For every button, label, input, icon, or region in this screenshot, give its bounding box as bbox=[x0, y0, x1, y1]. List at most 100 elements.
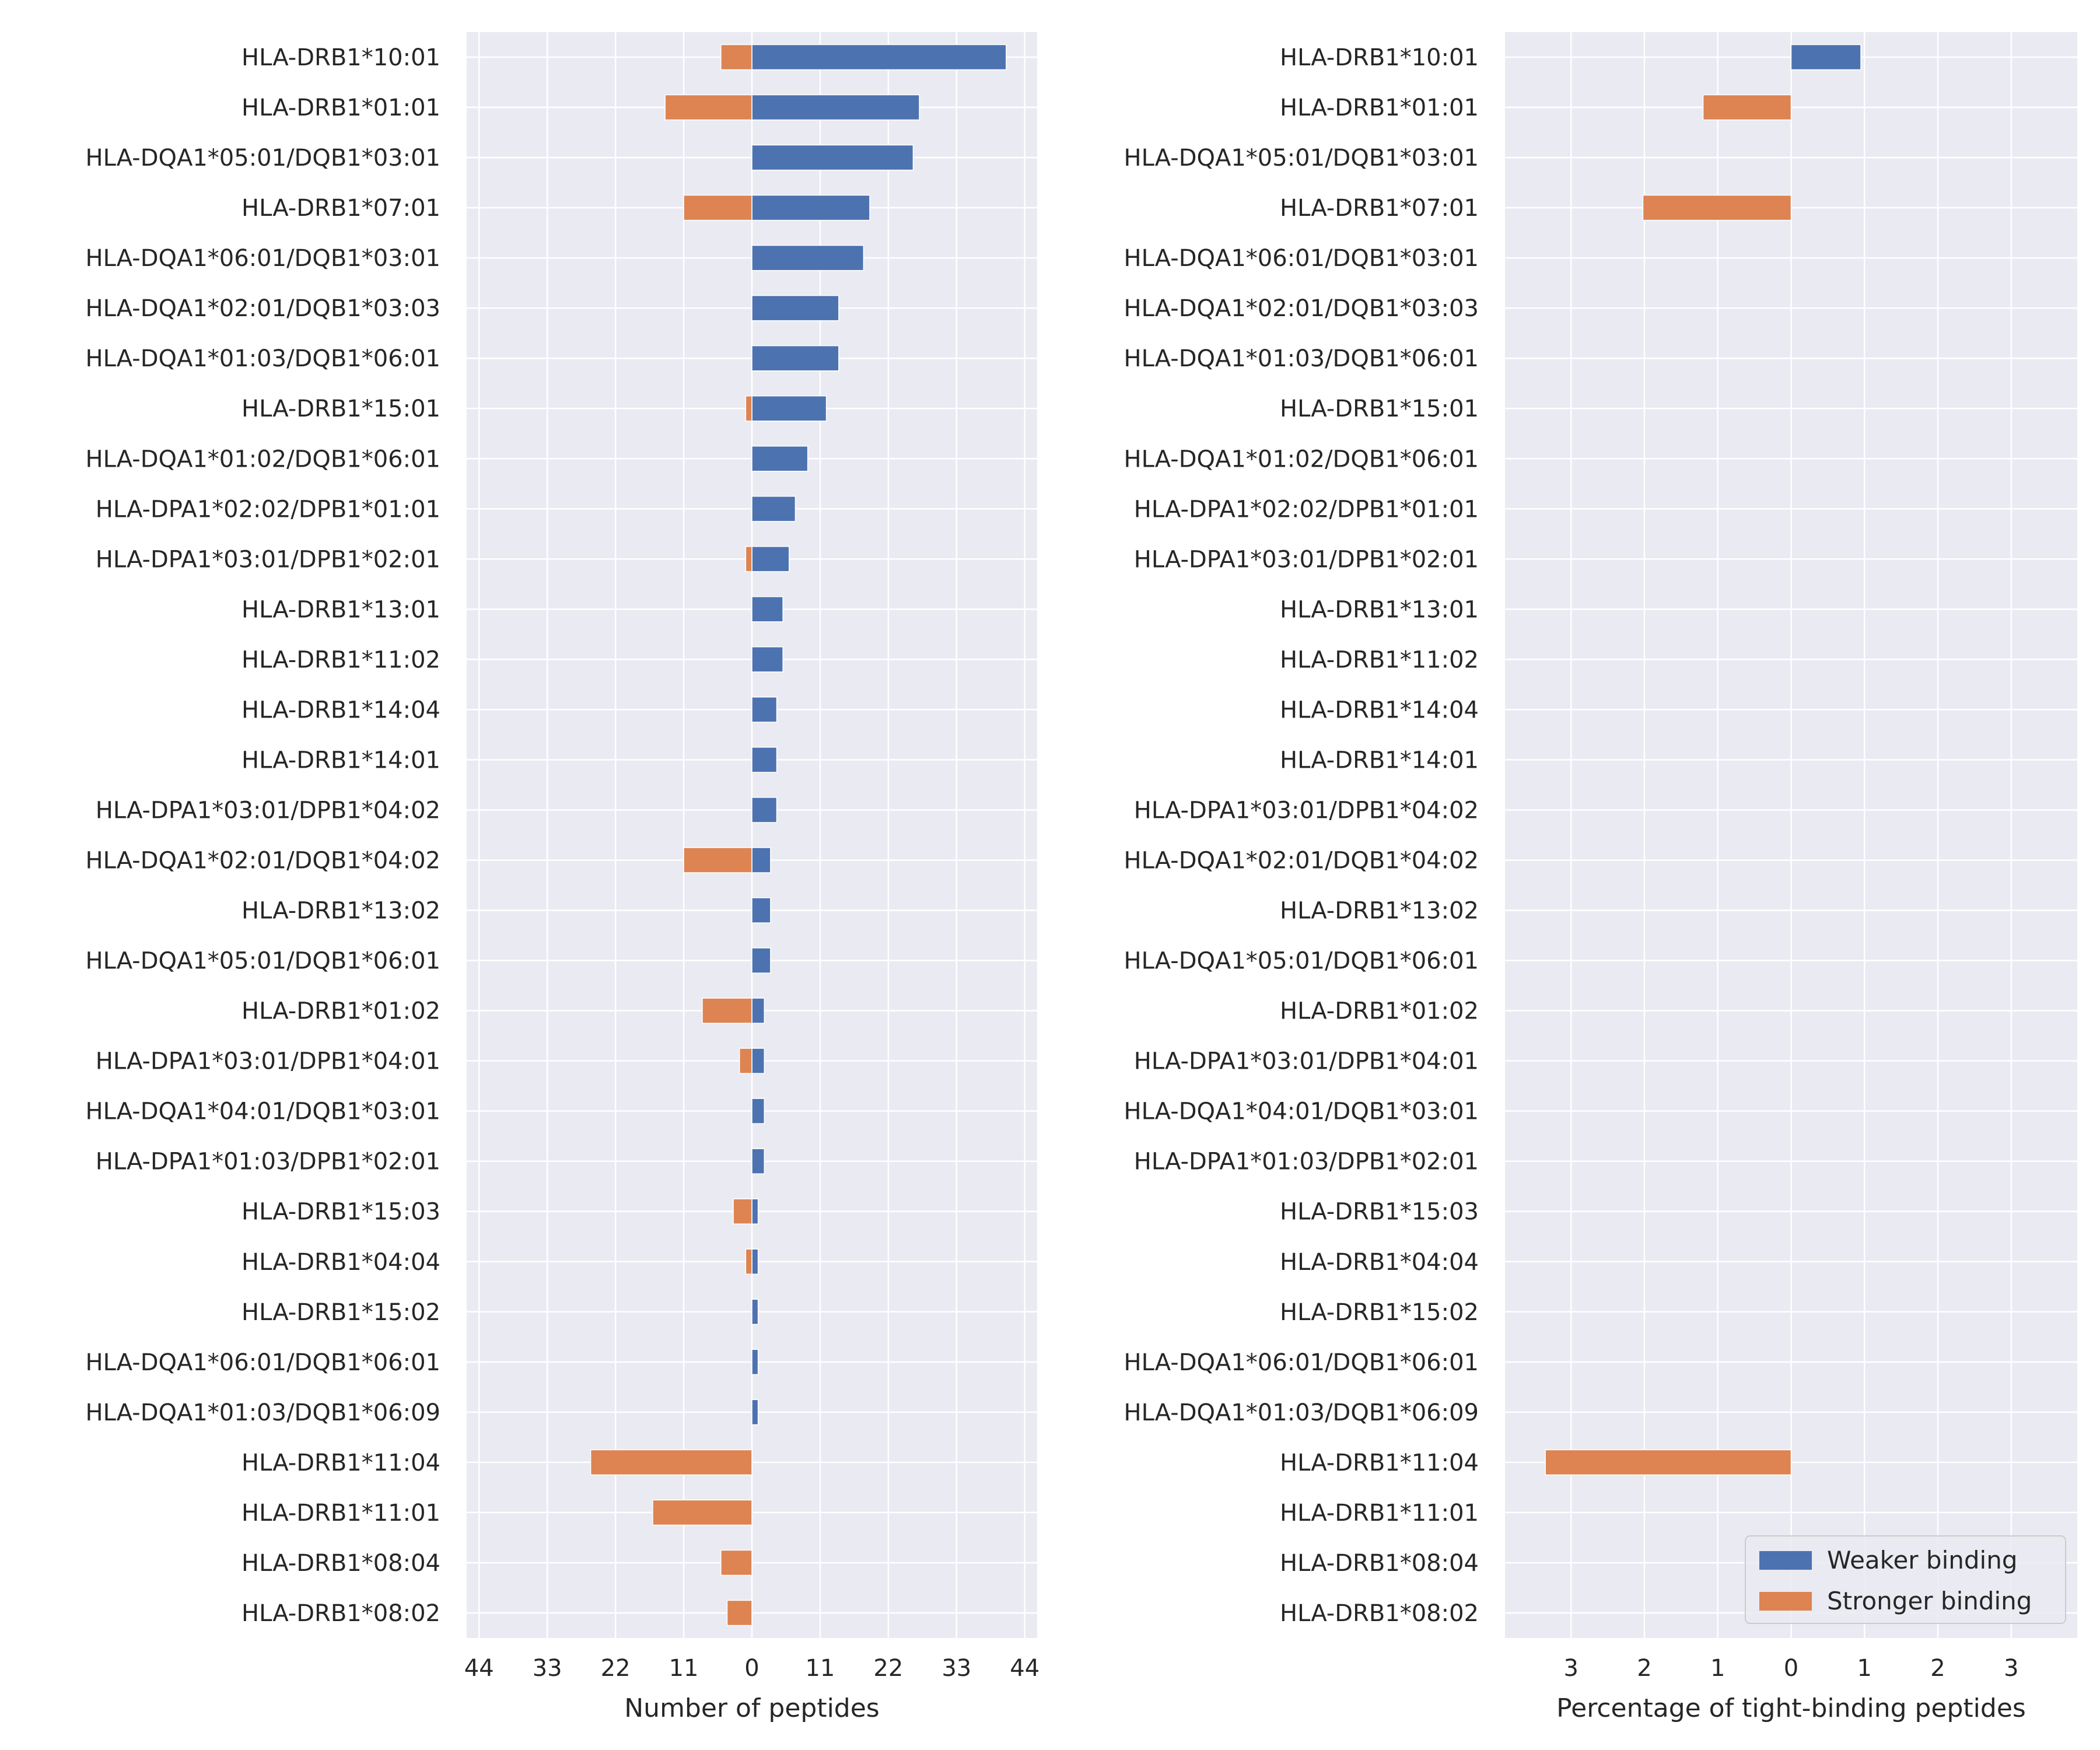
category-label: HLA-DRB1*13:01 bbox=[1280, 596, 1479, 623]
weaker-binding-bar bbox=[751, 646, 783, 673]
category-label: HLA-DRB1*01:02 bbox=[1280, 998, 1479, 1025]
x-axis-label: Number of peptides bbox=[624, 1693, 879, 1723]
category-label: HLA-DRB1*11:01 bbox=[242, 1500, 440, 1527]
legend-swatch-weaker bbox=[1759, 1551, 1812, 1570]
category-label: HLA-DPA1*01:03/DPB1*02:01 bbox=[1134, 1149, 1479, 1175]
category-label: HLA-DPA1*02:02/DPB1*01:01 bbox=[96, 496, 440, 523]
category-label: HLA-DRB1*13:02 bbox=[1280, 898, 1479, 925]
category-label: HLA-DQA1*01:02/DQB1*06:01 bbox=[86, 446, 441, 473]
x-tick-label: 2 bbox=[1930, 1655, 1945, 1682]
category-label: HLA-DRB1*15:01 bbox=[242, 396, 440, 422]
category-label: HLA-DQA1*06:01/DQB1*03:01 bbox=[86, 245, 441, 272]
category-label: HLA-DPA1*03:01/DPB1*04:02 bbox=[1134, 797, 1479, 824]
x-tick-label: 0 bbox=[1784, 1655, 1798, 1682]
category-label: HLA-DQA1*01:03/DQB1*06:09 bbox=[86, 1399, 441, 1426]
category-label: HLA-DPA1*03:01/DPB1*04:02 bbox=[96, 797, 440, 824]
category-label: HLA-DRB1*14:04 bbox=[242, 696, 440, 723]
weaker-binding-bar bbox=[751, 1198, 759, 1224]
category-label: HLA-DQA1*01:02/DQB1*06:01 bbox=[1124, 446, 1479, 473]
category-label: HLA-DQA1*01:03/DQB1*06:01 bbox=[1124, 345, 1479, 372]
weaker-binding-bar bbox=[751, 998, 765, 1024]
category-label: HLA-DQA1*01:03/DQB1*06:01 bbox=[86, 345, 441, 372]
category-label: HLA-DQA1*01:03/DQB1*06:09 bbox=[1124, 1399, 1479, 1426]
category-label: HLA-DRB1*15:02 bbox=[242, 1299, 440, 1326]
category-label: HLA-DRB1*01:02 bbox=[242, 998, 440, 1025]
weaker-binding-bar bbox=[751, 747, 778, 773]
weaker-binding-bar bbox=[751, 194, 870, 221]
weaker-binding-bar bbox=[751, 696, 778, 723]
x-tick-label: 1 bbox=[1710, 1655, 1725, 1682]
category-label: HLA-DPA1*03:01/DPB1*02:01 bbox=[1134, 546, 1479, 573]
weaker-binding-bar bbox=[751, 947, 771, 974]
weaker-binding-bar bbox=[751, 446, 808, 472]
category-label: HLA-DRB1*04:04 bbox=[242, 1249, 440, 1276]
stronger-binding-bar bbox=[733, 1198, 752, 1224]
stronger-binding-bar bbox=[652, 1499, 752, 1526]
stronger-binding-bar bbox=[738, 1048, 752, 1074]
category-label: HLA-DRB1*08:04 bbox=[1280, 1550, 1479, 1577]
category-label: HLA-DPA1*03:01/DPB1*04:01 bbox=[96, 1048, 440, 1075]
left-chart-panel: HLA-DRB1*10:01 HLA-DRB1*01:01 HLA-DQA1*05:… bbox=[86, 32, 1040, 1723]
weaker-binding-bar bbox=[751, 496, 796, 522]
x-tick-label: 1 bbox=[1857, 1655, 1872, 1682]
right-chart-panel: HLA-DRB1*10:01 HLA-DRB1*01:01 HLA-DQA1*05:… bbox=[1124, 32, 2077, 1723]
category-label: HLA-DQA1*04:01/DQB1*03:01 bbox=[86, 1098, 441, 1125]
stronger-binding-bar bbox=[745, 1248, 752, 1275]
weaker-binding-bar bbox=[751, 345, 839, 372]
x-axis-label: Percentage of tight-binding peptides bbox=[1556, 1693, 2026, 1723]
x-tick-label: 44 bbox=[1010, 1655, 1040, 1682]
category-label: HLA-DRB1*13:02 bbox=[242, 898, 440, 925]
x-tick-label: 11 bbox=[669, 1655, 699, 1682]
category-label: HLA-DRB1*11:04 bbox=[1280, 1450, 1479, 1476]
stronger-binding-bar bbox=[745, 395, 752, 422]
weaker-binding-bar bbox=[751, 44, 1007, 71]
category-label: HLA-DQA1*06:01/DQB1*03:01 bbox=[1124, 245, 1479, 272]
weaker-binding-bar bbox=[751, 1148, 765, 1174]
category-label: HLA-DQA1*02:01/DQB1*04:02 bbox=[86, 848, 441, 874]
x-tick-label: 22 bbox=[873, 1655, 903, 1682]
stronger-binding-bar bbox=[720, 44, 752, 71]
legend-label: Weaker binding bbox=[1827, 1546, 2017, 1574]
x-tick-label: 44 bbox=[464, 1655, 494, 1682]
category-label: HLA-DQA1*05:01/DQB1*06:01 bbox=[86, 948, 441, 975]
category-label: HLA-DPA1*03:01/DPB1*02:01 bbox=[96, 546, 440, 573]
category-label: HLA-DRB1*14:04 bbox=[1280, 696, 1479, 723]
category-label: HLA-DQA1*02:01/DQB1*03:03 bbox=[1124, 295, 1479, 322]
weaker-binding-bar bbox=[751, 797, 778, 823]
category-label: HLA-DRB1*11:02 bbox=[1280, 646, 1479, 673]
weaker-binding-bar bbox=[751, 1399, 759, 1426]
weaker-binding-bar bbox=[751, 1048, 765, 1074]
x-tick-label: 33 bbox=[942, 1655, 971, 1682]
weaker-binding-bar bbox=[751, 1298, 759, 1325]
category-label: HLA-DRB1*07:01 bbox=[1280, 195, 1479, 222]
category-label: HLA-DQA1*05:01/DQB1*03:01 bbox=[1124, 145, 1479, 172]
x-tick-label: 11 bbox=[805, 1655, 835, 1682]
weaker-binding-bar bbox=[751, 1248, 759, 1275]
category-label: HLA-DRB1*07:01 bbox=[242, 195, 440, 222]
weaker-binding-bar bbox=[751, 395, 827, 422]
category-label: HLA-DRB1*15:01 bbox=[1280, 396, 1479, 422]
x-tick-label: 33 bbox=[533, 1655, 562, 1682]
category-label: HLA-DRB1*15:03 bbox=[1280, 1199, 1479, 1226]
stronger-binding-bar bbox=[1702, 94, 1792, 121]
weaker-binding-bar bbox=[751, 244, 864, 271]
stronger-binding-bar bbox=[726, 1600, 752, 1626]
category-label: HLA-DRB1*08:04 bbox=[242, 1550, 440, 1577]
stronger-binding-bar bbox=[1642, 194, 1792, 221]
stronger-binding-bar bbox=[702, 998, 752, 1024]
weaker-binding-bar bbox=[751, 144, 914, 171]
legend-box bbox=[1745, 1535, 2066, 1624]
legend-label: Stronger binding bbox=[1827, 1587, 2032, 1615]
category-label: HLA-DRB1*13:01 bbox=[242, 596, 440, 623]
category-label: HLA-DRB1*15:03 bbox=[242, 1199, 440, 1226]
category-label: HLA-DRB1*04:04 bbox=[1280, 1249, 1479, 1276]
stronger-binding-bar bbox=[590, 1449, 752, 1476]
category-label: HLA-DQA1*06:01/DQB1*06:01 bbox=[86, 1349, 441, 1376]
weaker-binding-bar bbox=[751, 295, 839, 321]
x-tick-label: 2 bbox=[1637, 1655, 1651, 1682]
stronger-binding-bar bbox=[683, 194, 752, 221]
x-tick-label: 3 bbox=[2004, 1655, 2018, 1682]
category-label: HLA-DPA1*01:03/DPB1*02:01 bbox=[96, 1149, 440, 1175]
category-label: HLA-DRB1*10:01 bbox=[1280, 44, 1479, 71]
